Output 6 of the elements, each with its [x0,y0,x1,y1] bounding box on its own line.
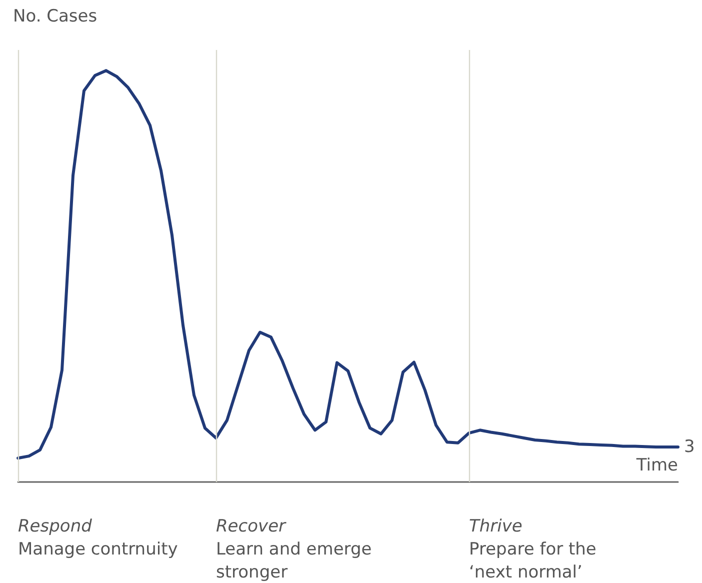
x-axis-title: Time [635,456,678,476]
text: Respond Manage contrnuity [18,516,178,560]
text: Thrive Prepare for the ‘next normal’ [469,516,596,582]
y-axis-title: No. Cases [13,6,98,26]
text: Recover Learn and emerge stronger [216,516,372,582]
text: 3 [684,437,695,458]
